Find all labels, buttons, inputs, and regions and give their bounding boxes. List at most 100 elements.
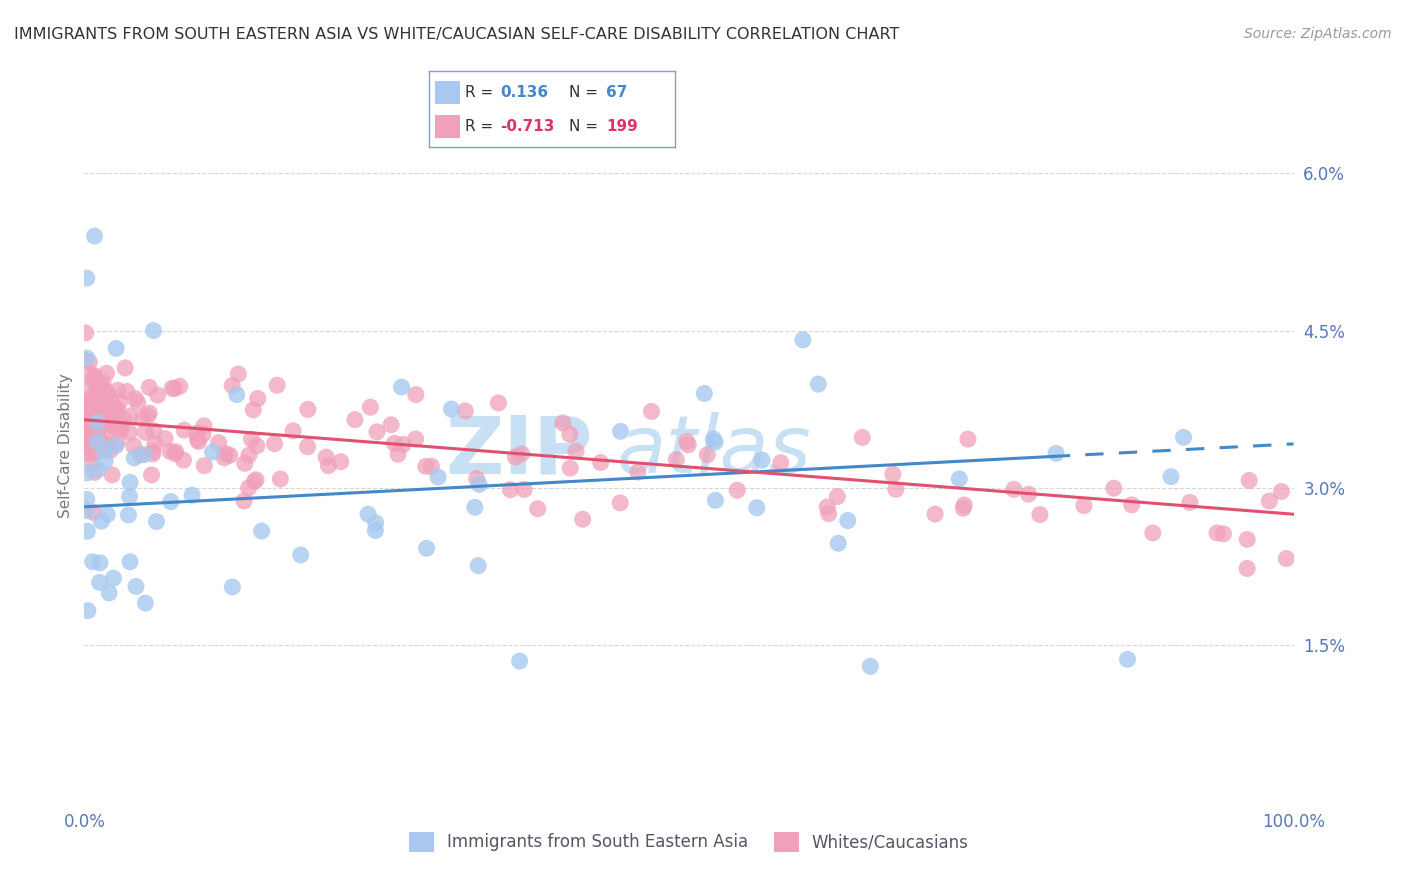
Point bbox=[315, 450, 337, 464]
Point bbox=[297, 402, 319, 417]
Point bbox=[380, 417, 402, 432]
Point bbox=[233, 457, 256, 471]
Point bbox=[510, 447, 533, 461]
Point bbox=[131, 412, 153, 426]
Point bbox=[79, 355, 101, 369]
Point bbox=[704, 493, 727, 508]
Point bbox=[98, 389, 121, 403]
FancyBboxPatch shape bbox=[434, 81, 460, 104]
Point bbox=[364, 516, 387, 530]
Point bbox=[1160, 469, 1182, 483]
Point bbox=[83, 420, 105, 434]
Point bbox=[122, 450, 145, 465]
Point bbox=[225, 387, 247, 401]
Point bbox=[815, 500, 838, 514]
Point bbox=[173, 423, 195, 437]
Point bbox=[391, 380, 413, 394]
Point bbox=[589, 456, 612, 470]
Text: N =: N = bbox=[569, 85, 598, 100]
Point bbox=[75, 411, 97, 425]
Point bbox=[640, 404, 662, 418]
Point bbox=[80, 394, 103, 409]
Point bbox=[745, 500, 768, 515]
Point bbox=[186, 426, 208, 441]
Point bbox=[76, 492, 98, 507]
Point bbox=[118, 425, 141, 440]
Point bbox=[415, 459, 437, 474]
Point bbox=[79, 393, 101, 408]
Point bbox=[297, 440, 319, 454]
Point bbox=[93, 444, 115, 458]
Point bbox=[343, 412, 366, 426]
Point bbox=[1212, 526, 1234, 541]
Point bbox=[609, 496, 631, 510]
Point bbox=[609, 425, 631, 439]
Point bbox=[952, 501, 974, 516]
Point bbox=[96, 391, 118, 405]
Point bbox=[384, 436, 406, 450]
Point bbox=[129, 448, 152, 462]
Point bbox=[105, 342, 128, 356]
Point bbox=[266, 378, 288, 392]
Text: Source: ZipAtlas.com: Source: ZipAtlas.com bbox=[1244, 27, 1392, 41]
Point bbox=[115, 384, 138, 399]
Point bbox=[263, 436, 285, 450]
Point bbox=[76, 436, 98, 450]
Point bbox=[163, 382, 186, 396]
Point bbox=[420, 459, 443, 474]
Point bbox=[627, 465, 650, 479]
Text: N =: N = bbox=[569, 120, 598, 134]
Point bbox=[1173, 430, 1195, 444]
Text: R =: R = bbox=[464, 85, 492, 100]
Point bbox=[1002, 483, 1025, 497]
Point bbox=[98, 586, 121, 600]
Point bbox=[76, 604, 98, 618]
Point bbox=[104, 417, 127, 432]
Point bbox=[82, 372, 104, 386]
Point bbox=[80, 416, 103, 430]
Point bbox=[101, 418, 124, 433]
Point bbox=[807, 377, 830, 392]
Point bbox=[134, 448, 156, 462]
Text: 67: 67 bbox=[606, 85, 627, 100]
Point bbox=[112, 412, 135, 426]
Point bbox=[228, 367, 250, 381]
Point bbox=[79, 456, 101, 470]
Point bbox=[82, 555, 104, 569]
Point bbox=[956, 432, 979, 446]
Point bbox=[142, 444, 165, 458]
Point bbox=[94, 384, 117, 398]
Point bbox=[125, 580, 148, 594]
Point bbox=[859, 659, 882, 673]
Point bbox=[1116, 652, 1139, 666]
Point bbox=[290, 548, 312, 562]
Point bbox=[141, 467, 163, 482]
Point bbox=[440, 402, 463, 417]
Point bbox=[76, 271, 98, 285]
Point bbox=[76, 503, 98, 517]
Point bbox=[208, 435, 231, 450]
Point bbox=[86, 415, 108, 429]
Point bbox=[108, 394, 131, 409]
Point bbox=[82, 390, 104, 404]
Point bbox=[245, 473, 267, 487]
Point bbox=[101, 403, 124, 417]
Point bbox=[84, 445, 107, 459]
Point bbox=[1029, 508, 1052, 522]
Point bbox=[118, 409, 141, 423]
Point bbox=[246, 392, 269, 406]
Point bbox=[792, 333, 814, 347]
Point bbox=[104, 401, 127, 415]
Point bbox=[145, 515, 167, 529]
Point bbox=[246, 439, 269, 453]
Point bbox=[91, 383, 114, 397]
Point bbox=[1102, 481, 1125, 495]
Point bbox=[90, 514, 112, 528]
Point bbox=[80, 407, 103, 421]
Point bbox=[488, 396, 510, 410]
Point bbox=[87, 424, 110, 438]
Point bbox=[103, 571, 125, 585]
Y-axis label: Self-Care Disability: Self-Care Disability bbox=[58, 374, 73, 518]
Point bbox=[142, 424, 165, 438]
Point bbox=[160, 494, 183, 508]
